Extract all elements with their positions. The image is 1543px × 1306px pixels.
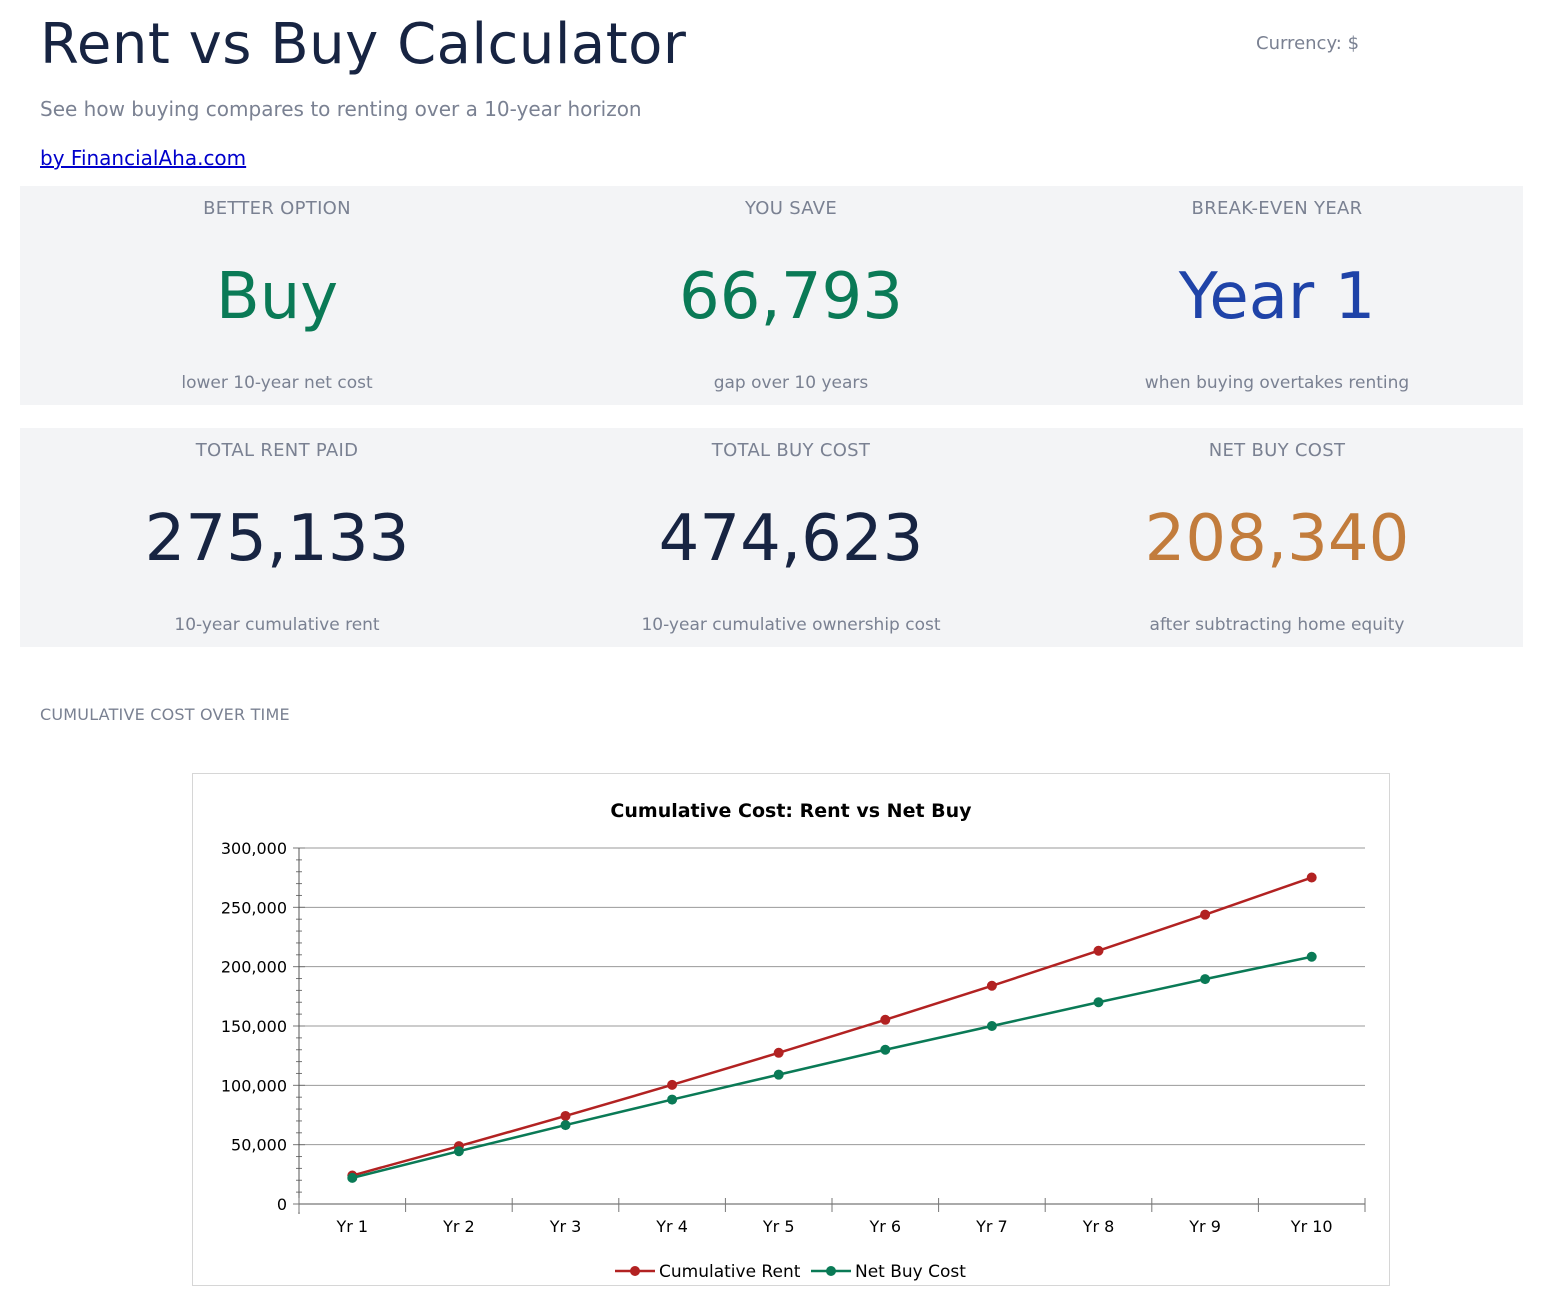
currency-label: Currency: $	[1256, 33, 1360, 54]
net-buy-caption: after subtracting home equity	[1149, 615, 1405, 635]
break-even-caption: when buying overtakes renting	[1144, 373, 1410, 393]
total-buy-label: TOTAL BUY COST	[711, 440, 871, 461]
better-option-card: BETTER OPTION Buy lower 10-year net cost	[20, 186, 534, 405]
data-point	[773, 1069, 784, 1080]
legend-label: Net Buy Cost	[855, 1262, 966, 1282]
break-even-value: Year 1	[1178, 260, 1376, 334]
better-option-caption: lower 10-year net cost	[181, 373, 373, 393]
series-line-net-buy-cost	[351, 955, 1312, 1180]
y-tick-label: 300,000	[221, 839, 287, 858]
chart-container: Cumulative Cost: Rent vs Net Buy 0 50,000…	[192, 773, 1390, 1286]
total-rent-value: 275,133	[144, 502, 410, 576]
y-tick-label: 100,000	[221, 1076, 287, 1095]
chart-section-title: CUMULATIVE COST OVER TIME	[40, 705, 290, 724]
data-point	[560, 1120, 571, 1131]
x-tick-label: Yr 4	[655, 1217, 688, 1236]
x-tick-label: Yr 7	[975, 1217, 1008, 1236]
legend-swatch-marker	[826, 1266, 836, 1276]
data-point	[347, 1172, 358, 1183]
summary-panel: BETTER OPTION Buy lower 10-year net cost…	[20, 186, 1523, 405]
net-buy-label: NET BUY COST	[1208, 440, 1346, 461]
series-line-cumulative-rent	[351, 876, 1313, 1177]
total-buy-caption: 10-year cumulative ownership cost	[641, 615, 941, 635]
better-option-value: Buy	[215, 260, 339, 334]
y-tick-label: 200,000	[221, 958, 287, 977]
data-point	[880, 1044, 891, 1055]
x-tick-label: Yr 8	[1082, 1217, 1115, 1236]
total-buy-card: TOTAL BUY COST 474,623 10-year cumulativ…	[534, 428, 1048, 647]
y-tick-label: 150,000	[221, 1017, 287, 1036]
page-subtitle: See how buying compares to renting over …	[40, 97, 642, 121]
x-tick-label: Yr 3	[549, 1217, 582, 1236]
totals-panel: TOTAL RENT PAID 275,133 10-year cumulati…	[20, 428, 1523, 647]
x-tick-label: Yr 10	[1290, 1217, 1333, 1236]
data-point	[1200, 974, 1211, 985]
legend-label: Cumulative Rent	[659, 1262, 801, 1282]
data-point	[560, 1110, 571, 1121]
x-tick-label: Yr 6	[868, 1217, 901, 1236]
data-point	[453, 1146, 464, 1157]
data-point	[1306, 951, 1317, 962]
break-even-label: BREAK-EVEN YEAR	[1191, 198, 1363, 219]
x-tick-label: Yr 9	[1188, 1217, 1221, 1236]
net-buy-value: 208,340	[1144, 502, 1410, 576]
data-point	[986, 980, 997, 991]
you-save-label: YOU SAVE	[744, 198, 838, 219]
data-point	[773, 1047, 784, 1058]
data-point	[986, 1021, 997, 1031]
data-point	[667, 1094, 678, 1105]
net-buy-card: NET BUY COST 208,340 after subtracting h…	[1020, 428, 1534, 647]
total-rent-caption: 10-year cumulative rent	[174, 615, 380, 635]
legend-swatch-marker	[630, 1266, 640, 1276]
you-save-caption: gap over 10 years	[713, 373, 869, 393]
data-point	[1200, 909, 1211, 920]
break-even-card: BREAK-EVEN YEAR Year 1 when buying overt…	[1020, 186, 1534, 405]
y-tick-label: 250,000	[221, 898, 287, 917]
total-rent-card: TOTAL RENT PAID 275,133 10-year cumulati…	[20, 428, 534, 647]
x-tick-label: Yr 1	[335, 1217, 368, 1236]
you-save-value: 66,793	[679, 260, 903, 334]
line-chart: Cumulative Cost: Rent vs Net Buy 0 50,000…	[221, 800, 1366, 1282]
page-title: Rent vs Buy Calculator	[40, 12, 687, 77]
byline-link[interactable]: by FinancialAha.com	[40, 146, 247, 170]
total-rent-label: TOTAL RENT PAID	[195, 440, 359, 461]
x-tick-label: Yr 2	[442, 1217, 475, 1236]
data-point	[667, 1079, 678, 1090]
data-point	[1093, 997, 1104, 1008]
data-point	[1306, 872, 1317, 883]
you-save-card: YOU SAVE 66,793 gap over 10 years	[534, 186, 1048, 405]
x-tick-label: Yr 5	[762, 1217, 795, 1236]
total-buy-value: 474,623	[658, 502, 924, 576]
y-tick-label: 50,000	[231, 1136, 287, 1155]
data-point	[1093, 945, 1104, 956]
y-tick-label: 0	[277, 1195, 287, 1214]
chart-title: Cumulative Cost: Rent vs Net Buy	[610, 800, 972, 822]
data-point	[880, 1014, 891, 1025]
better-option-label: BETTER OPTION	[203, 198, 351, 219]
